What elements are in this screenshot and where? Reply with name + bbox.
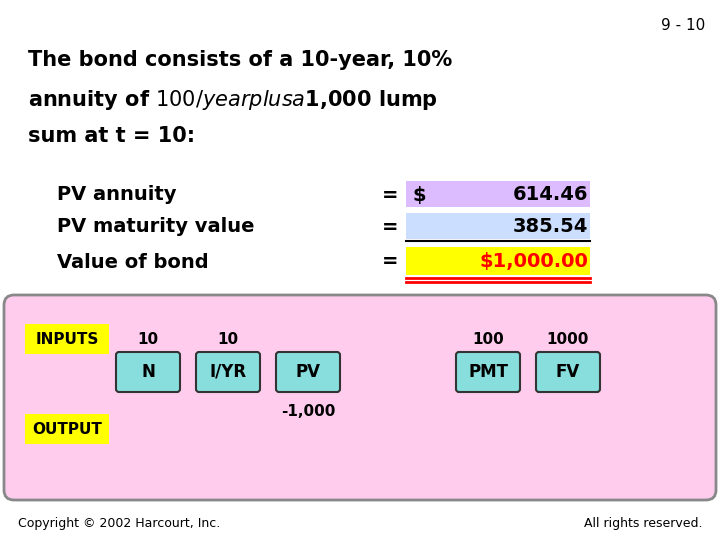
Text: =: = bbox=[382, 253, 398, 272]
FancyBboxPatch shape bbox=[196, 352, 260, 392]
FancyBboxPatch shape bbox=[276, 352, 340, 392]
FancyBboxPatch shape bbox=[25, 414, 109, 444]
Text: Value of bond: Value of bond bbox=[57, 253, 209, 272]
FancyBboxPatch shape bbox=[116, 352, 180, 392]
Text: All rights reserved.: All rights reserved. bbox=[583, 517, 702, 530]
FancyBboxPatch shape bbox=[536, 352, 600, 392]
Text: FV: FV bbox=[556, 363, 580, 381]
Text: INPUTS: INPUTS bbox=[35, 332, 99, 347]
Text: 10: 10 bbox=[138, 332, 158, 347]
FancyBboxPatch shape bbox=[406, 247, 590, 275]
Text: -1,000: -1,000 bbox=[281, 403, 336, 418]
Text: OUTPUT: OUTPUT bbox=[32, 422, 102, 436]
Text: annuity of $100/year plus a $1,000 lump: annuity of $100/year plus a $1,000 lump bbox=[28, 88, 438, 112]
FancyBboxPatch shape bbox=[406, 181, 590, 207]
Text: 100: 100 bbox=[472, 332, 504, 347]
FancyBboxPatch shape bbox=[456, 352, 520, 392]
FancyBboxPatch shape bbox=[4, 295, 716, 500]
Text: sum at t = 10:: sum at t = 10: bbox=[28, 126, 195, 146]
Text: =: = bbox=[382, 186, 398, 205]
Text: PV maturity value: PV maturity value bbox=[57, 218, 254, 237]
FancyBboxPatch shape bbox=[406, 213, 590, 239]
Text: 10: 10 bbox=[217, 332, 238, 347]
Text: PMT: PMT bbox=[468, 363, 508, 381]
Text: $1,000.00: $1,000.00 bbox=[479, 253, 588, 272]
Text: PV annuity: PV annuity bbox=[57, 186, 176, 205]
Text: 614.46: 614.46 bbox=[513, 186, 588, 205]
Text: I/YR: I/YR bbox=[210, 363, 246, 381]
Text: N: N bbox=[141, 363, 155, 381]
FancyBboxPatch shape bbox=[25, 324, 109, 354]
Text: =: = bbox=[382, 218, 398, 237]
Text: PV: PV bbox=[295, 363, 320, 381]
Text: $: $ bbox=[412, 186, 426, 205]
Text: Copyright © 2002 Harcourt, Inc.: Copyright © 2002 Harcourt, Inc. bbox=[18, 517, 220, 530]
Text: 1000: 1000 bbox=[546, 332, 589, 347]
Text: 9 - 10: 9 - 10 bbox=[661, 18, 705, 33]
Text: The bond consists of a 10-year, 10%: The bond consists of a 10-year, 10% bbox=[28, 50, 452, 70]
Text: 385.54: 385.54 bbox=[513, 218, 588, 237]
